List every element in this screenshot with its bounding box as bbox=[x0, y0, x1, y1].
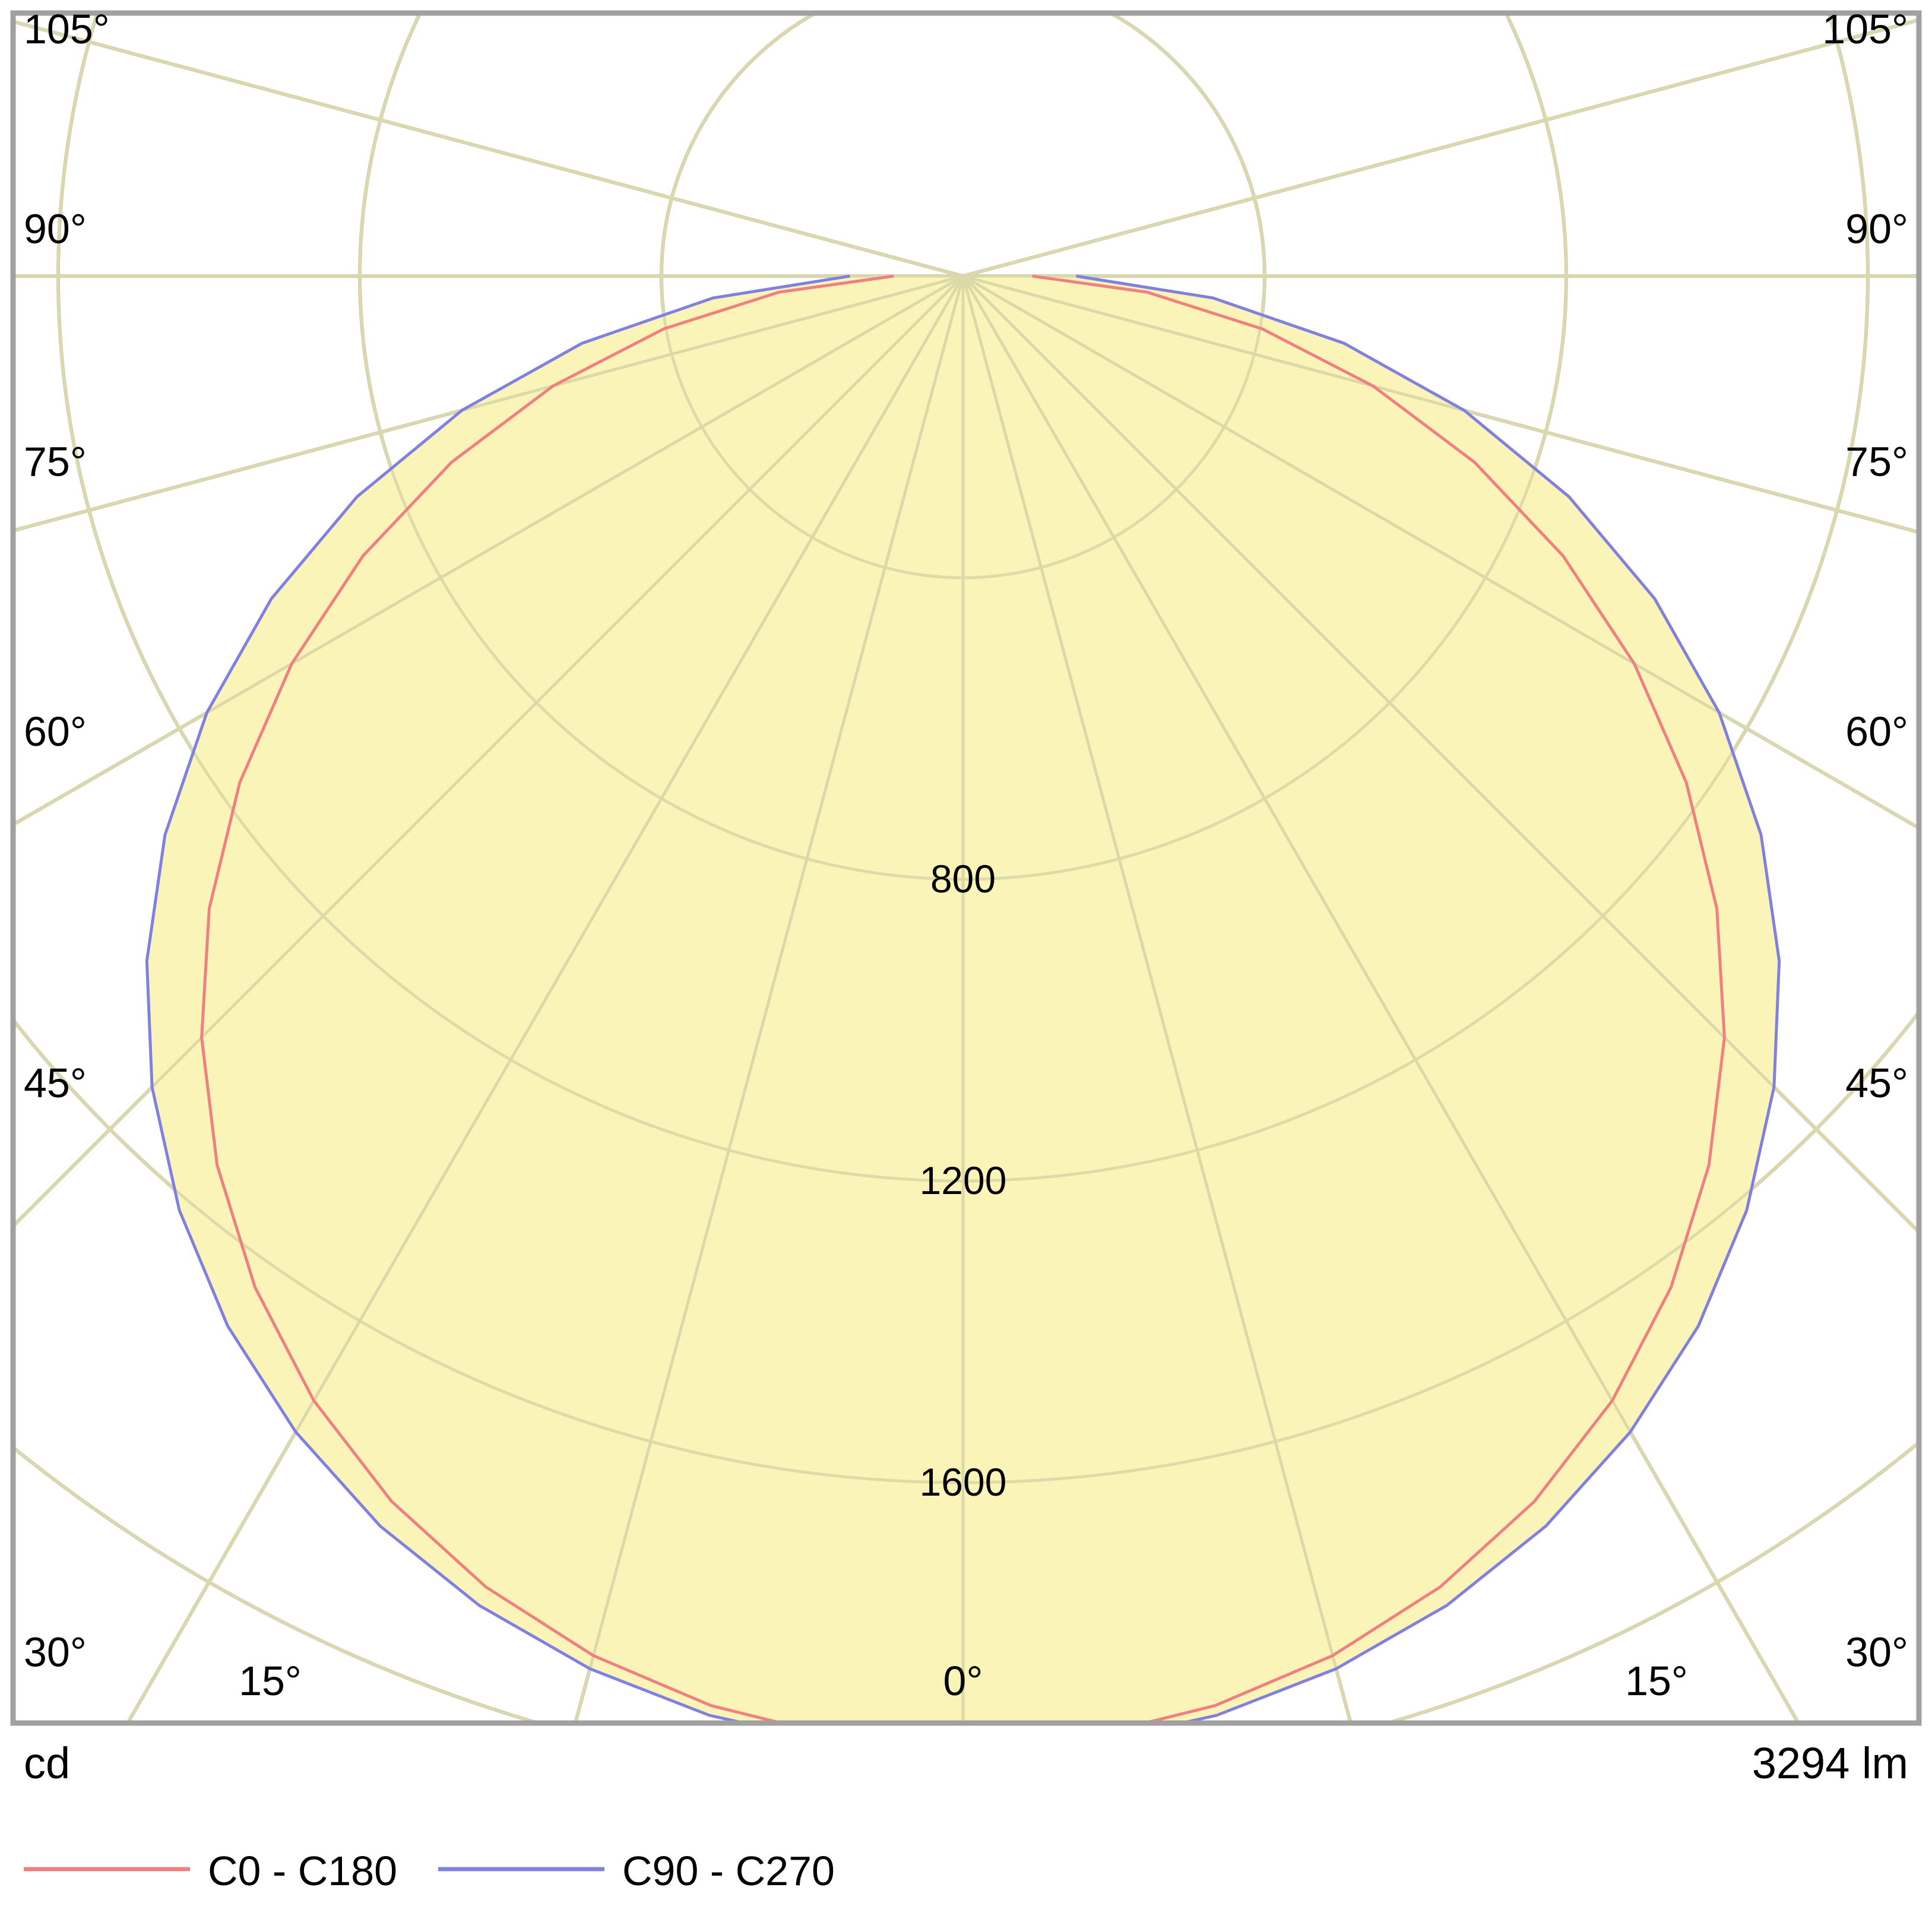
angle-label-right-3: 60° bbox=[1845, 708, 1908, 755]
grid-ray-30 bbox=[961, 275, 1800, 1723]
angle-label-bottom-1: 0° bbox=[943, 1658, 983, 1704]
unit-label: cd bbox=[24, 1738, 70, 1788]
angle-label-left-0: 105° bbox=[24, 6, 110, 52]
angle-label-right-4: 45° bbox=[1845, 1060, 1908, 1106]
angle-label-left-4: 45° bbox=[24, 1060, 87, 1106]
grid-ray-75 bbox=[962, 274, 1919, 534]
angle-label-left-2: 75° bbox=[24, 438, 87, 484]
grid-ray--45 bbox=[13, 275, 964, 1228]
grid-ray--15 bbox=[574, 276, 965, 1723]
legend-label-c0-c180: C0 - C180 bbox=[208, 1848, 397, 1894]
grid-ray-15 bbox=[961, 276, 1353, 1723]
radial-label-1600: 1600 bbox=[920, 1460, 1007, 1504]
grid-ray--30 bbox=[126, 275, 965, 1723]
grid-ray--75 bbox=[13, 274, 964, 533]
grid-ray-45 bbox=[962, 275, 1919, 1234]
angle-label-right-2: 75° bbox=[1845, 438, 1908, 484]
grid-ray-60 bbox=[962, 274, 1919, 830]
plot-border bbox=[10, 10, 1922, 1726]
curve-c90-c270 bbox=[145, 274, 1781, 1723]
angle-label-right-1: 90° bbox=[1845, 206, 1908, 252]
angle-label-bottom-0: 15° bbox=[239, 1658, 302, 1704]
grid-ray--105 bbox=[13, 20, 964, 278]
angle-label-right-0: 105° bbox=[1822, 6, 1908, 52]
grid-ray-105 bbox=[962, 18, 1919, 278]
angle-label-left-3: 60° bbox=[24, 708, 87, 755]
radial-label-800: 800 bbox=[930, 857, 996, 901]
angle-label-bottom-2: 15° bbox=[1625, 1658, 1688, 1704]
radial-tick-labels: 800 1200 1600 bbox=[920, 857, 1007, 1504]
radial-label-1200: 1200 bbox=[920, 1158, 1007, 1202]
legend: C0 - C180 C90 - C270 bbox=[24, 1848, 835, 1894]
luminous-flux-label: 3294 lm bbox=[1752, 1738, 1908, 1788]
angle-label-right-5: 30° bbox=[1845, 1629, 1908, 1676]
angular-tick-labels: 105° 90° 75° 60° 45° 30° 105° 90° 75° 60° 45° 30° 15… bbox=[24, 6, 1908, 1704]
curve-c0-c180 bbox=[200, 274, 1726, 1723]
grid-ray--60 bbox=[13, 274, 964, 826]
angle-label-left-5: 30° bbox=[24, 1629, 87, 1676]
legend-label-c90-c270: C90 - C270 bbox=[622, 1848, 835, 1894]
angle-label-left-1: 90° bbox=[24, 206, 87, 252]
